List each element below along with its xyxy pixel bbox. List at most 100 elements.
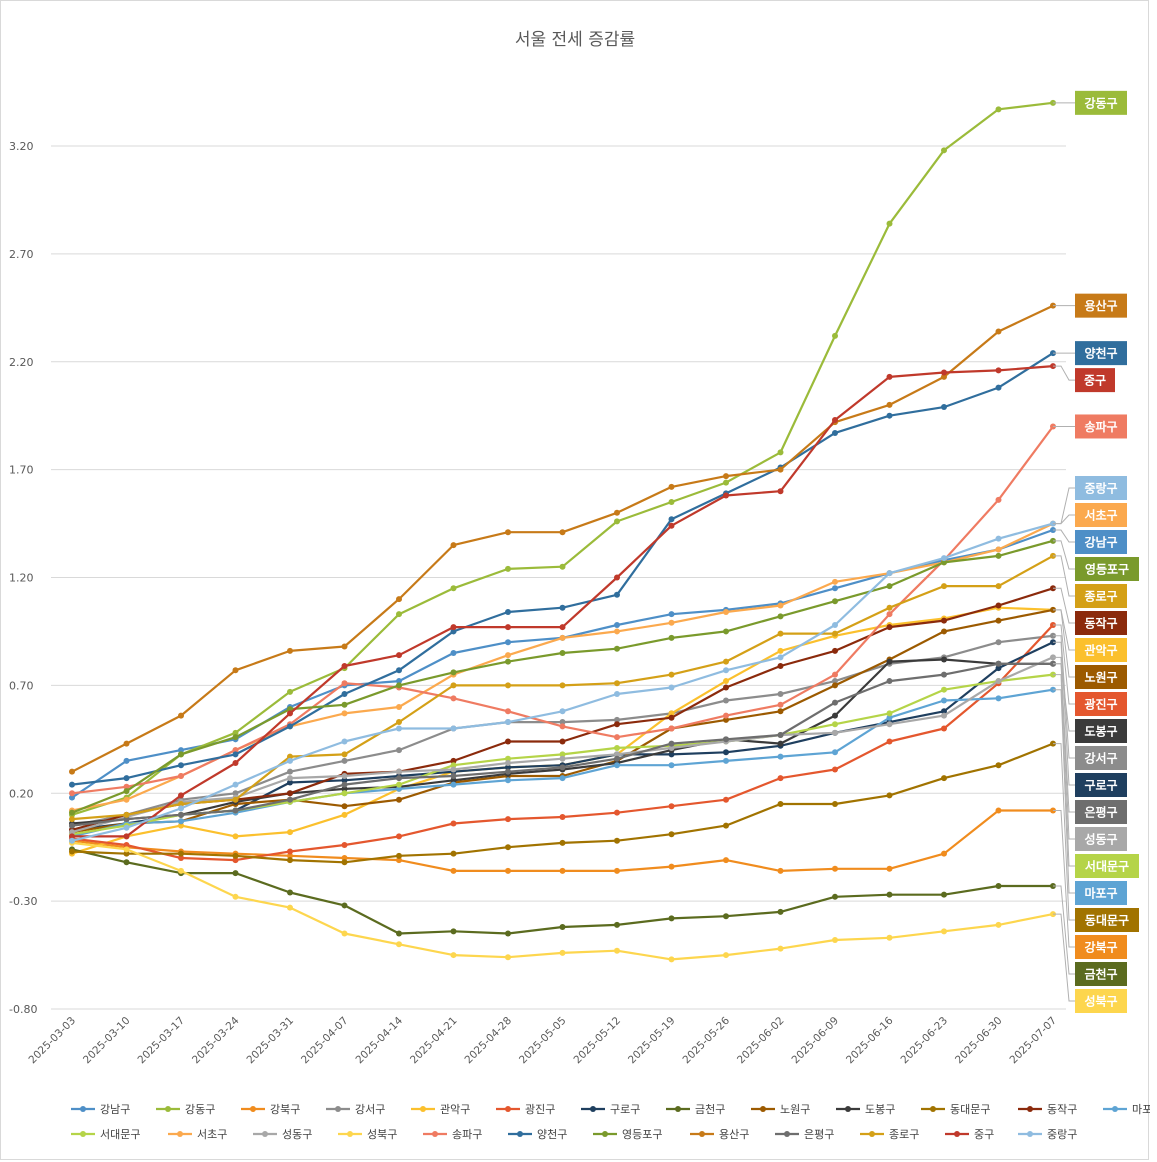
- leader-line: [1053, 365, 1075, 381]
- data-point: [396, 930, 402, 937]
- data-point: [995, 617, 1002, 624]
- end-label-text: 도봉구: [1084, 725, 1117, 739]
- data-point: [287, 848, 293, 855]
- data-point: [69, 816, 75, 823]
- data-point: [832, 647, 838, 654]
- end-label-box: [1075, 665, 1127, 689]
- data-point: [287, 647, 293, 654]
- data-point: [341, 662, 348, 669]
- data-point: [178, 712, 184, 719]
- x-tick-label: 2025-03-17: [135, 1015, 187, 1067]
- data-point: [995, 535, 1002, 542]
- data-point: [941, 369, 947, 376]
- legend-label: 서초구: [197, 1128, 227, 1141]
- x-tick-label: 2025-03-10: [81, 1015, 133, 1067]
- data-point: [614, 509, 620, 516]
- data-point: [886, 891, 893, 898]
- data-point: [396, 703, 402, 710]
- end-label-강북구: 강북구: [1075, 935, 1127, 959]
- data-point: [396, 775, 402, 782]
- data-point: [178, 850, 184, 857]
- data-point: [396, 611, 402, 618]
- data-point: [559, 529, 566, 536]
- data-point: [341, 751, 348, 758]
- series-중랑구: [69, 520, 1056, 844]
- legend-label: 중랑구: [1047, 1128, 1077, 1141]
- data-point: [941, 555, 947, 562]
- data-point: [559, 839, 566, 846]
- leader-line: [1053, 913, 1075, 1002]
- data-point: [886, 401, 893, 408]
- data-point: [178, 801, 184, 808]
- end-label-성동구: 성동구: [1075, 827, 1127, 851]
- data-point: [232, 857, 239, 864]
- data-point: [832, 678, 838, 685]
- data-point: [941, 671, 947, 678]
- data-point: [287, 710, 293, 717]
- legend-swatch-marker: [177, 1131, 183, 1137]
- data-point: [505, 844, 511, 851]
- data-point: [396, 781, 402, 788]
- data-point: [668, 831, 675, 838]
- data-point: [287, 757, 293, 764]
- data-point: [505, 755, 511, 762]
- legend-swatch-marker: [262, 1131, 268, 1137]
- data-point: [341, 691, 348, 698]
- legend-label: 송파구: [452, 1128, 482, 1141]
- data-point: [941, 656, 947, 663]
- data-point: [614, 809, 620, 816]
- end-label-구로구: 구로구: [1075, 773, 1127, 797]
- leader-line: [1053, 656, 1075, 840]
- data-point: [995, 883, 1002, 890]
- end-label-은평구: 은평구: [1075, 800, 1127, 824]
- data-point: [995, 602, 1002, 609]
- y-tick-label: 2.20: [9, 356, 34, 369]
- data-point: [832, 621, 838, 628]
- data-point: [559, 813, 566, 820]
- data-point: [450, 781, 457, 788]
- x-tick-label: 2025-05-19: [626, 1015, 678, 1067]
- data-point: [668, 483, 675, 490]
- data-point: [396, 667, 402, 674]
- data-point: [450, 777, 457, 784]
- legend-item-광진구: 광진구: [496, 1103, 555, 1116]
- data-point: [777, 691, 784, 698]
- data-point: [832, 699, 838, 706]
- data-point: [505, 639, 511, 646]
- end-label-text: 영등포구: [1085, 562, 1129, 577]
- data-point: [886, 624, 893, 631]
- y-tick-label: 2.70: [9, 248, 34, 261]
- data-point: [777, 753, 784, 760]
- data-point: [396, 596, 402, 603]
- data-point: [341, 930, 348, 937]
- end-label-text: 강남구: [1084, 535, 1117, 550]
- end-label-text: 중랑구: [1084, 482, 1117, 496]
- end-label-text: 관악구: [1084, 643, 1117, 658]
- data-point: [777, 613, 784, 620]
- data-point: [178, 867, 184, 874]
- data-point: [777, 654, 784, 661]
- data-point: [941, 775, 947, 782]
- data-point: [396, 833, 402, 840]
- data-point: [668, 498, 675, 505]
- data-point: [123, 740, 130, 747]
- legend-swatch-marker: [675, 1106, 681, 1112]
- data-point: [832, 865, 838, 872]
- end-label-box: [1075, 989, 1127, 1013]
- end-label-종로구: 종로구: [1075, 584, 1127, 608]
- data-point: [995, 367, 1002, 374]
- data-point: [123, 788, 130, 795]
- data-point: [614, 518, 620, 525]
- end-label-box: [1075, 962, 1127, 986]
- data-point: [614, 591, 620, 598]
- data-point: [232, 667, 239, 674]
- data-point: [886, 570, 893, 577]
- end-label-box: [1075, 584, 1127, 608]
- data-point: [505, 719, 511, 726]
- data-point: [450, 850, 457, 857]
- data-point: [450, 766, 457, 773]
- data-point: [723, 667, 729, 674]
- data-point: [723, 609, 729, 616]
- data-point: [341, 842, 348, 849]
- data-point: [396, 941, 402, 948]
